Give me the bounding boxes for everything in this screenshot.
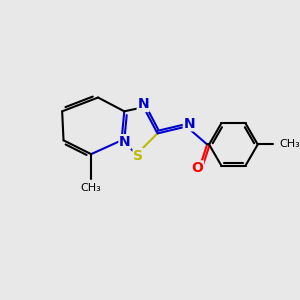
Text: CH₃: CH₃ <box>280 140 300 149</box>
Text: O: O <box>192 161 203 175</box>
Text: N: N <box>119 135 131 149</box>
Text: S: S <box>133 148 143 163</box>
Text: N: N <box>183 117 195 131</box>
Text: N: N <box>137 98 149 111</box>
Text: CH₃: CH₃ <box>81 183 101 193</box>
